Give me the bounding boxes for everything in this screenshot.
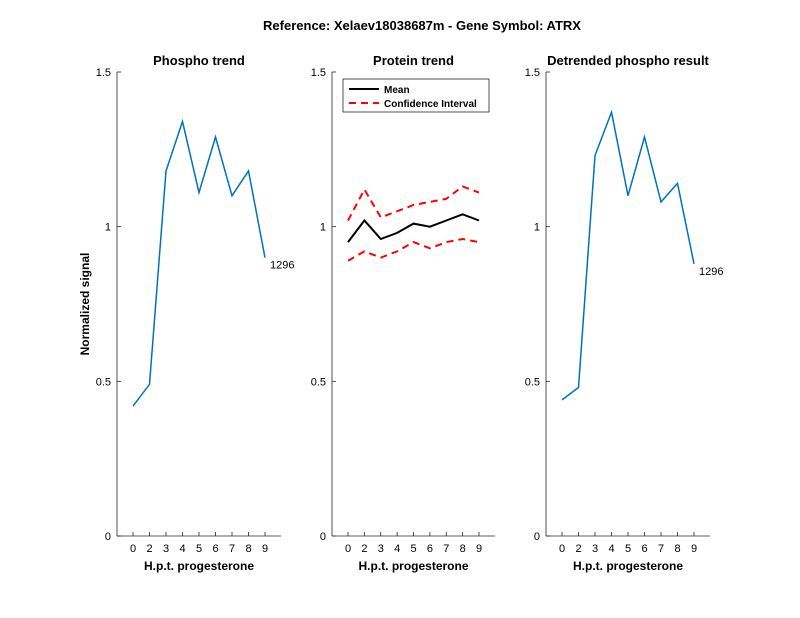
x-axis-label: H.p.t. progesterone bbox=[358, 559, 468, 573]
x-tick-label: 9 bbox=[691, 543, 697, 555]
point-annotation: 1296 bbox=[270, 260, 294, 272]
y-tick-label: 0 bbox=[320, 531, 326, 543]
x-tick-label: 4 bbox=[394, 543, 400, 555]
x-tick-label: 9 bbox=[476, 543, 482, 555]
series-line-1 bbox=[347, 213, 480, 243]
chart-title: Detrended phospho result bbox=[547, 53, 709, 68]
legend: Mean Confidence Interval bbox=[342, 78, 490, 113]
y-tick-label: 1.5 bbox=[311, 67, 326, 79]
x-tick-label: 5 bbox=[196, 543, 202, 555]
x-tick-label: 0 bbox=[345, 543, 351, 555]
y-tick-label: 1.5 bbox=[525, 67, 540, 79]
x-axis-label: H.p.t. progesterone bbox=[573, 559, 683, 573]
x-tick-label: 3 bbox=[163, 543, 169, 555]
x-tick-label: 7 bbox=[658, 543, 664, 555]
chart-title: Protein trend bbox=[373, 53, 454, 68]
y-tick-label: 0 bbox=[105, 531, 111, 543]
x-tick-label: 5 bbox=[625, 543, 631, 555]
x-tick-label: 6 bbox=[427, 543, 433, 555]
x-tick-label: 0 bbox=[130, 543, 136, 555]
x-tick-label: 7 bbox=[443, 543, 449, 555]
x-tick-label: 2 bbox=[361, 543, 367, 555]
x-tick-label: 8 bbox=[460, 543, 466, 555]
series-line-1 bbox=[132, 118, 266, 407]
x-tick-label: 3 bbox=[592, 543, 598, 555]
chart-title: Phospho trend bbox=[153, 53, 245, 68]
y-tick-label: 0.5 bbox=[96, 376, 111, 388]
legend-entry: Mean bbox=[384, 85, 410, 96]
series-line-2 bbox=[347, 185, 480, 221]
y-tick-label: 1 bbox=[534, 222, 540, 234]
x-tick-label: 2 bbox=[575, 543, 581, 555]
y-tick-label: 0.5 bbox=[311, 376, 326, 388]
x-tick-label: 0 bbox=[559, 543, 565, 555]
legend-box bbox=[342, 78, 490, 113]
x-tick-label: 8 bbox=[674, 543, 680, 555]
x-tick-label: 4 bbox=[608, 543, 614, 555]
x-axis-label: H.p.t. progesterone bbox=[144, 559, 254, 573]
series-line-1 bbox=[561, 109, 695, 401]
point-annotation: 1296 bbox=[699, 266, 723, 278]
x-tick-label: 9 bbox=[262, 543, 268, 555]
y-tick-label: 0 bbox=[534, 531, 540, 543]
y-tick-label: 1 bbox=[320, 222, 326, 234]
y-axis-label: Normalized signal bbox=[78, 253, 92, 356]
x-tick-label: 6 bbox=[641, 543, 647, 555]
series-line-3 bbox=[347, 237, 480, 262]
figure-suptitle: Reference: Xelaev18038687m - Gene Symbol… bbox=[263, 18, 581, 33]
y-tick-label: 1 bbox=[105, 222, 111, 234]
legend-entry: Confidence Interval bbox=[384, 99, 477, 110]
y-tick-label: 0.5 bbox=[525, 376, 540, 388]
x-tick-label: 4 bbox=[179, 543, 185, 555]
x-tick-label: 5 bbox=[410, 543, 416, 555]
x-tick-label: 2 bbox=[146, 543, 152, 555]
x-tick-label: 6 bbox=[212, 543, 218, 555]
x-tick-label: 8 bbox=[245, 543, 251, 555]
x-tick-label: 3 bbox=[378, 543, 384, 555]
x-tick-label: 7 bbox=[229, 543, 235, 555]
y-tick-label: 1.5 bbox=[96, 67, 111, 79]
